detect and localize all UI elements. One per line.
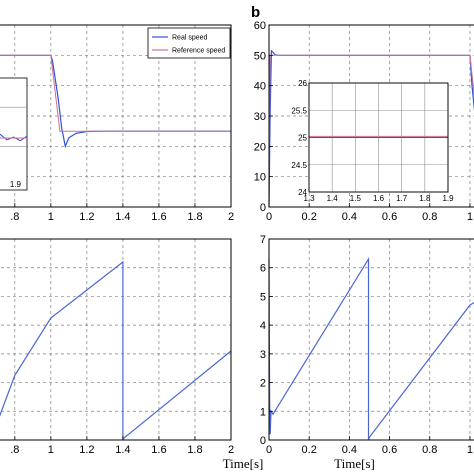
x-tick-label: 1.2 [79, 444, 94, 456]
legend-entry: Real speed [172, 35, 208, 42]
panel-letter-b: b [251, 4, 260, 21]
y-tick-label: 4 [260, 320, 266, 332]
plot-frame [268, 238, 474, 441]
y-tick-label: 3 [260, 349, 266, 361]
y-tick-label: 0 [260, 435, 266, 447]
inset-x-tick-label: 1.9 [442, 194, 454, 203]
x-tick-label: 0.6 [382, 444, 397, 456]
plot-frame [0, 238, 232, 441]
y-tick-label: 30 [254, 111, 266, 123]
x-tick-label: 0.8 [422, 211, 437, 223]
y-tick-label: 20 [254, 141, 266, 153]
legend-entry: Reference speed [172, 48, 225, 55]
x-axis-label: Time[s] [223, 456, 264, 471]
inset-x-tick-label: 1.7 [396, 194, 408, 203]
x-tick-label: 0 [266, 211, 272, 223]
inset-x-tick-label: 1.5 [350, 194, 362, 203]
inset-x-tick-label: 1.6 [373, 194, 385, 203]
x-tick-label: .8 [10, 444, 19, 456]
y-tick-label: 50 [254, 50, 266, 62]
inset-x-tick-label: 1.8 [419, 194, 431, 203]
x-tick-label: 0 [266, 444, 272, 456]
x-tick-label: 1 [48, 444, 54, 456]
x-tick-label: 2 [228, 211, 234, 223]
y-tick-label: 40 [254, 81, 266, 93]
inset-x-tick-label: 1.9 [10, 180, 22, 189]
y-tick-label: 2 [260, 378, 266, 390]
x-tick-label: 1.4 [115, 444, 130, 456]
plot-frame [0, 24, 232, 208]
y-tick-label: 0 [260, 202, 266, 214]
y-tick-label: 10 [254, 172, 266, 184]
x-tick-label: 1.8 [187, 211, 202, 223]
x-tick-label: 1 [467, 444, 473, 456]
inset-y-tick-label: 24.5 [291, 161, 307, 170]
x-tick-label: 1.4 [115, 211, 130, 223]
y-tick-label: 60 [254, 20, 266, 32]
series-line-real-speed [0, 54, 231, 149]
speed-plot-left: .8 1 1.2 1.4 1.6 1.8 2 Real speed Reference spee… [0, 24, 234, 223]
y-tick-label: 7 [260, 234, 266, 246]
x-tick-label: 0.8 [422, 444, 437, 456]
inset-frame [0, 77, 28, 191]
y-tick-label: 1 [260, 406, 266, 418]
legend-box [147, 27, 231, 59]
x-tick-label: 1.8 [187, 444, 202, 456]
x-tick-label: 1 [467, 211, 473, 223]
x-tick-label: 0.4 [342, 444, 357, 456]
y-tick-label: 6 [260, 263, 266, 275]
y-tick-label: 5 [260, 291, 266, 303]
x-tick-label: 0.6 [382, 211, 397, 223]
inset-y-tick-label: 24 [298, 188, 307, 197]
x-tick-label: 0.2 [302, 444, 317, 456]
x-tick-label: .8 [10, 211, 19, 223]
x-tick-label: 0.2 [302, 211, 317, 223]
x-axis-label: Time[s] [334, 456, 375, 471]
x-tick-label: 1.6 [151, 211, 166, 223]
series-line-main [0, 260, 232, 441]
series-line-reference-speed [0, 54, 231, 132]
inset-y-tick-label: 25 [298, 134, 307, 143]
inset-y-tick-label: 26 [298, 79, 307, 88]
x-tick-label: 2 [228, 444, 234, 456]
x-tick-label: 1 [48, 211, 54, 223]
position-plot-right: 0 0.2 0.4 0.6 0.8 1 0 1 2 3 4 5 6 7 Time[s] [260, 234, 474, 471]
inset-y-tick-label: 25.5 [291, 106, 307, 115]
inset-x-tick-label: 1.3 [303, 194, 315, 203]
series-line-main [268, 256, 474, 441]
x-tick-label: 1.6 [151, 444, 166, 456]
inset-border [308, 82, 449, 193]
inset-x-tick-label: 1.4 [327, 194, 339, 203]
x-tick-label: 1.2 [79, 211, 94, 223]
series-line-reference-speed [268, 54, 474, 208]
x-tick-label: 0.4 [342, 211, 357, 223]
